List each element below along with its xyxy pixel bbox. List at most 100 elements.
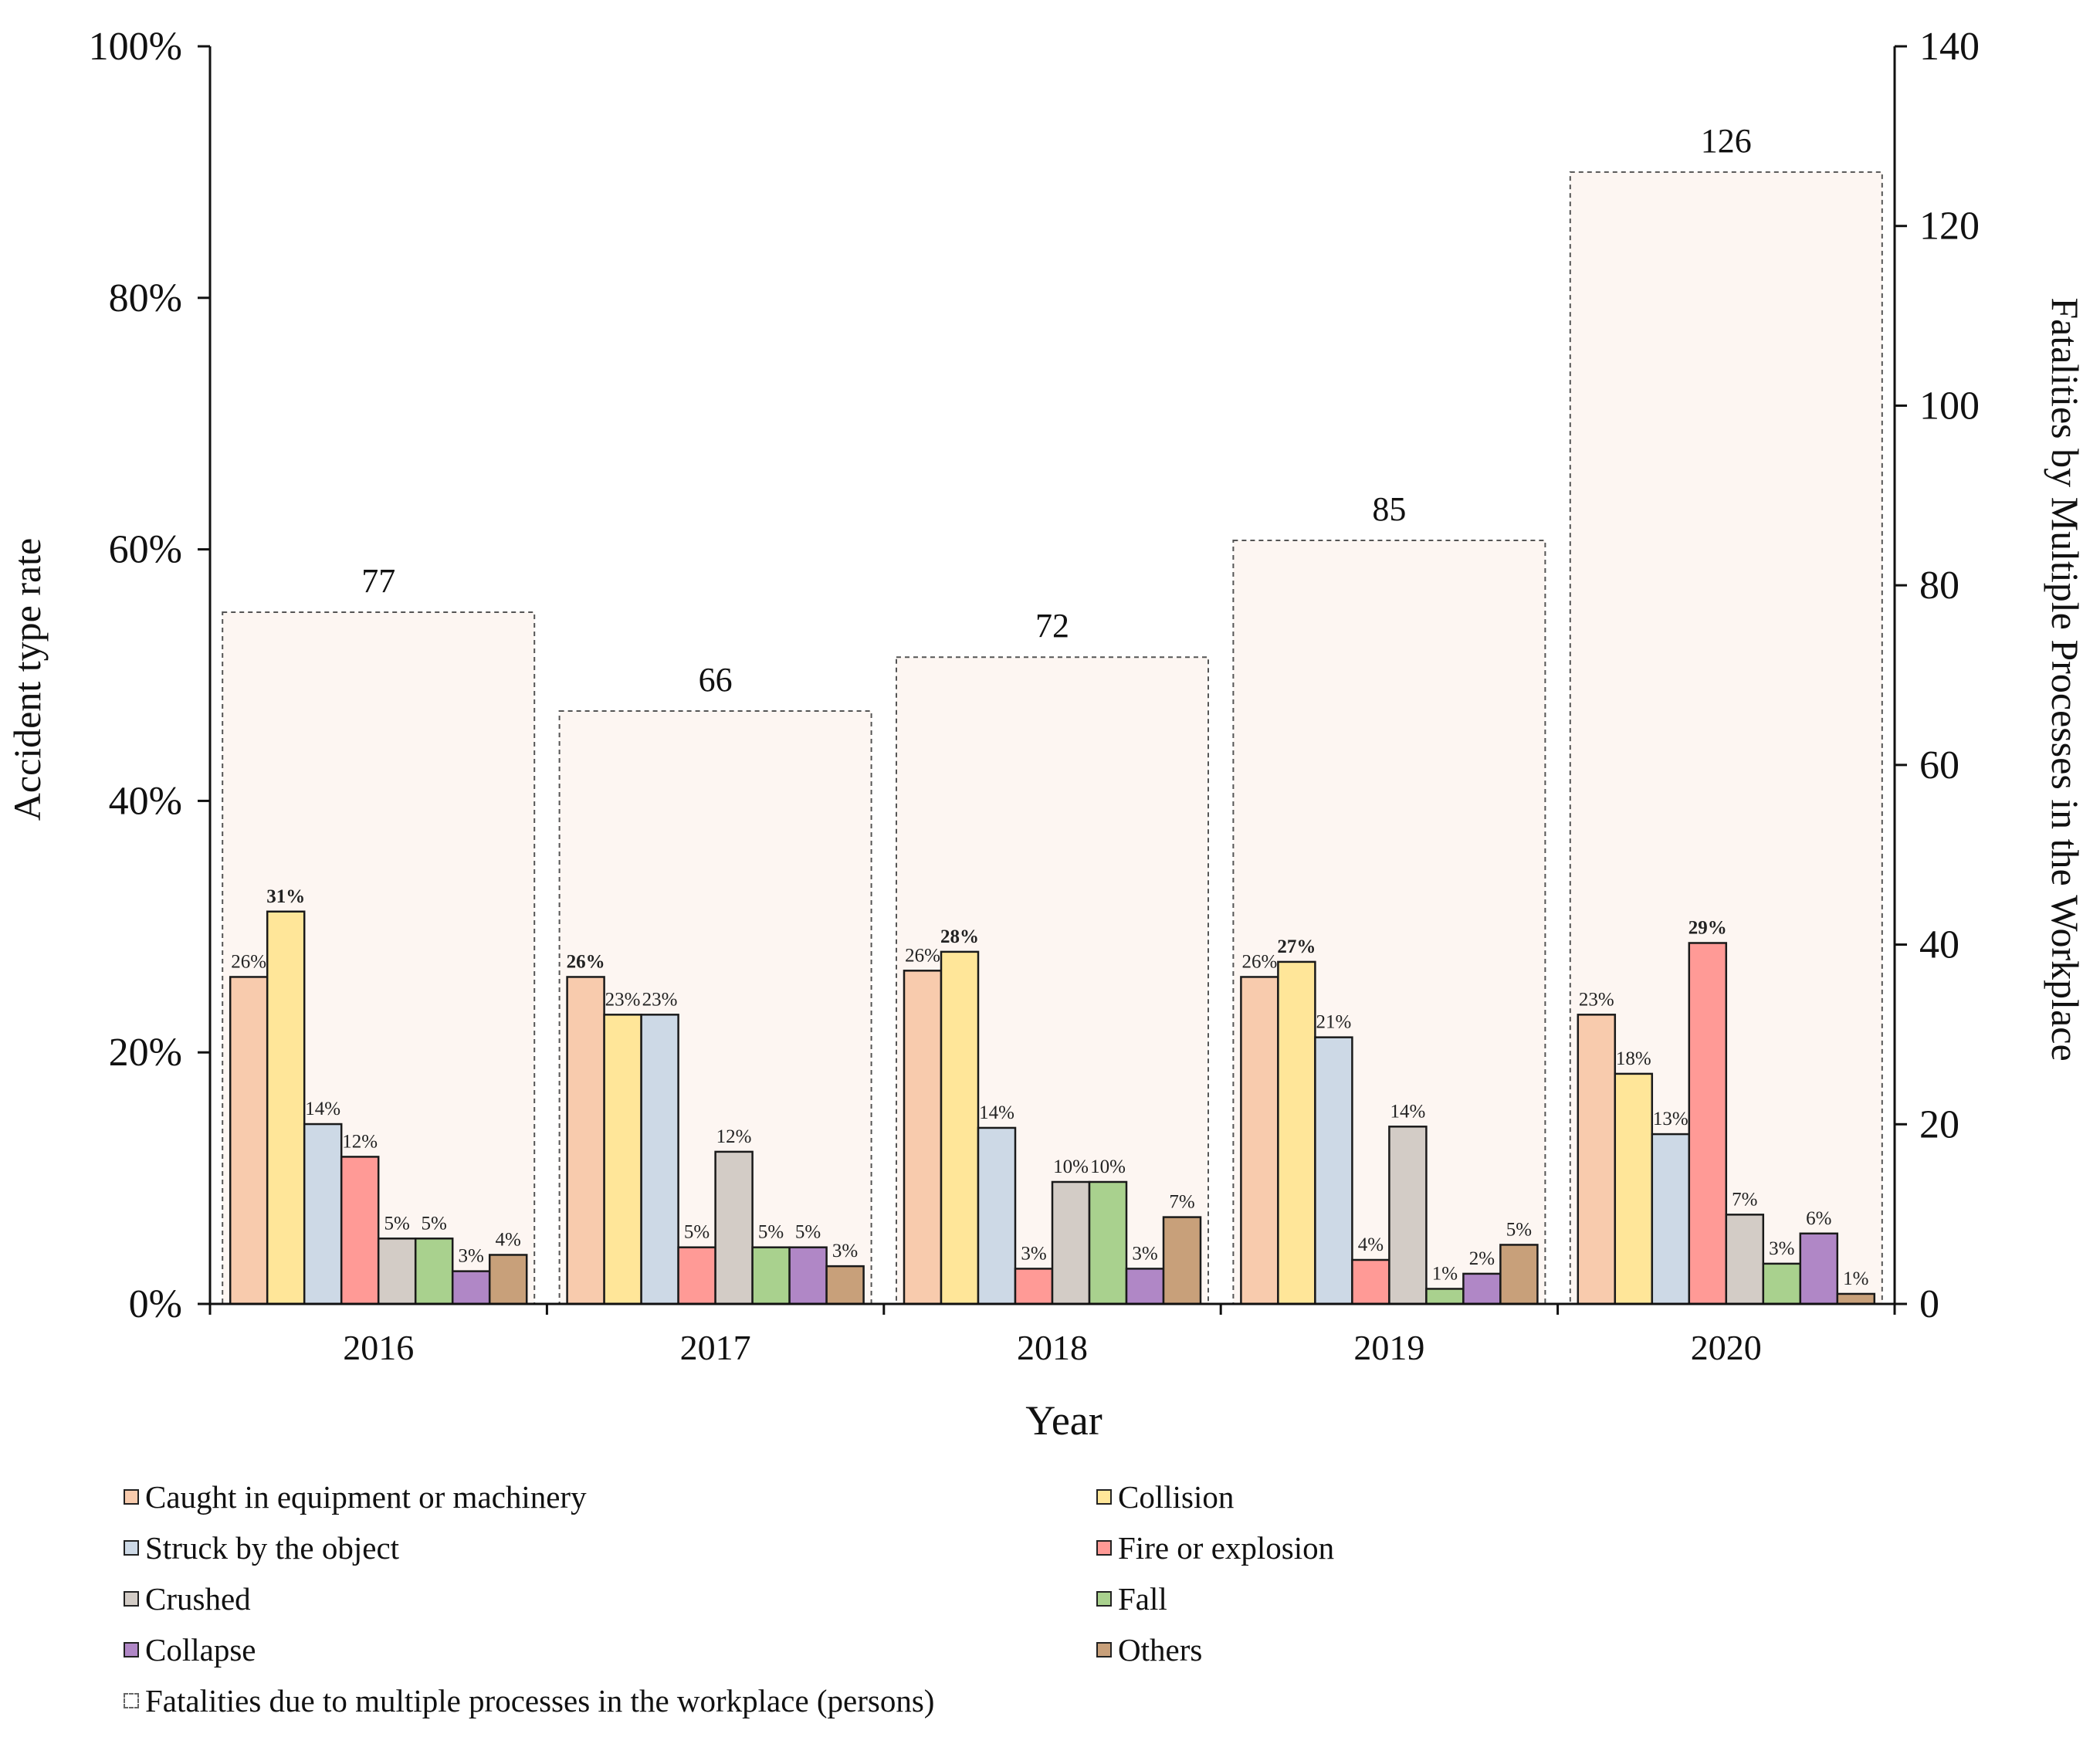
bar-value-label: 3% [459, 1246, 484, 1267]
bar-value-label: 5% [758, 1222, 784, 1243]
bar [230, 977, 267, 1304]
bar [267, 912, 304, 1304]
legend-label: Fire or explosion [1118, 1529, 1334, 1566]
bar-value-label: 1% [1843, 1268, 1868, 1289]
bar [567, 977, 605, 1304]
bar [1578, 1014, 1615, 1304]
y-tick-label: 20% [109, 1031, 182, 1075]
bar [304, 1124, 341, 1304]
bar [605, 1014, 642, 1304]
bar-value-label: 28% [940, 926, 979, 947]
bar [1163, 1217, 1201, 1304]
bar [1800, 1234, 1838, 1304]
bar-value-label: 29% [1688, 917, 1727, 938]
bar [1015, 1268, 1052, 1304]
bar-value-label: 14% [1390, 1101, 1425, 1122]
bar [642, 1014, 679, 1304]
bar-value-label: 1% [1432, 1263, 1458, 1284]
bar-value-label: 31% [266, 886, 305, 907]
y-tick-label: 80% [109, 276, 182, 320]
bar [827, 1266, 864, 1304]
legend-swatch [124, 1540, 139, 1556]
legend-label: Struck by the object [145, 1529, 399, 1566]
bar [1838, 1294, 1875, 1304]
legend-swatch [124, 1489, 139, 1505]
bar [978, 1128, 1015, 1304]
bar [378, 1238, 415, 1304]
fatality-label: 72 [1035, 607, 1069, 645]
y-tick-label: 0% [129, 1282, 182, 1326]
bar-value-label: 5% [422, 1213, 447, 1234]
fatality-label: 85 [1372, 490, 1406, 528]
legend-label: Collapse [145, 1631, 256, 1668]
bar [415, 1238, 452, 1304]
bar-value-label: 4% [496, 1229, 521, 1250]
x-tick-label: 2017 [680, 1328, 751, 1367]
bar-value-label: 26% [231, 951, 266, 972]
bar [1389, 1126, 1426, 1304]
fatality-label: 77 [361, 562, 395, 600]
fatality-label: 126 [1701, 122, 1752, 160]
legend-label: Crushed [145, 1580, 251, 1617]
legend-swatch [1096, 1489, 1112, 1505]
bar-value-label: 3% [1132, 1243, 1157, 1264]
bar-value-label: 23% [642, 989, 678, 1010]
bar-value-label: 7% [1169, 1192, 1194, 1213]
bar [1463, 1274, 1500, 1304]
bar [452, 1271, 489, 1304]
bar [1315, 1038, 1352, 1304]
x-tick-label: 2018 [1017, 1328, 1088, 1367]
bar-value-label: 23% [1579, 989, 1614, 1010]
legend-item: Struck by the object [124, 1529, 399, 1566]
bar-value-label: 23% [605, 989, 641, 1010]
bar-value-label: 13% [1653, 1109, 1688, 1129]
bar [1426, 1288, 1463, 1304]
legend-item: Collapse [124, 1631, 256, 1668]
y-axis-title: Accident type rate [5, 538, 49, 821]
y2-axis-title: Fatalities by Multiple Processes in the … [2044, 297, 2087, 1061]
bar-value-label: 4% [1358, 1234, 1384, 1255]
bar [341, 1156, 378, 1304]
legend-swatch [1096, 1591, 1112, 1607]
x-axis-title: Year [1025, 1397, 1102, 1444]
bar [1615, 1074, 1652, 1304]
bar-value-label: 14% [979, 1102, 1014, 1123]
x-tick-label: 2016 [343, 1328, 414, 1367]
legend-label: Collision [1118, 1478, 1234, 1515]
legend-swatch [1096, 1540, 1112, 1556]
legend-item: Crushed [124, 1580, 251, 1617]
bar-value-label: 12% [716, 1126, 752, 1147]
bar-value-label: 26% [1241, 951, 1277, 972]
bar-value-label: 5% [1506, 1219, 1532, 1240]
legend-swatch [1096, 1642, 1112, 1657]
bar [716, 1152, 753, 1304]
legend-item: Fatalities due to multiple processes in … [124, 1682, 934, 1719]
y-tick-label: 60% [109, 528, 182, 572]
bar [1126, 1268, 1163, 1304]
bar-value-label: 12% [342, 1131, 378, 1152]
legend-swatch [124, 1591, 139, 1607]
bar [904, 970, 941, 1304]
bar-value-label: 7% [1732, 1189, 1757, 1210]
bar [1352, 1260, 1389, 1304]
bar-value-label: 2% [1469, 1248, 1495, 1269]
bar-value-label: 5% [384, 1213, 410, 1234]
bar [1726, 1214, 1763, 1304]
legend-label: Fatalities due to multiple processes in … [145, 1682, 934, 1719]
bar-value-label: 10% [1090, 1156, 1126, 1177]
bar [1278, 962, 1315, 1304]
x-tick-label: 2020 [1691, 1328, 1762, 1367]
y2-tick-label: 60 [1919, 743, 1959, 787]
legend-label: Caught in equipment or machinery [145, 1478, 587, 1515]
y2-tick-label: 80 [1919, 564, 1959, 608]
bar [1652, 1134, 1689, 1304]
bar [753, 1248, 790, 1304]
bar [941, 952, 978, 1304]
legend-item: Fall [1096, 1580, 1167, 1617]
bar [1500, 1244, 1537, 1304]
bar [489, 1255, 527, 1304]
bar-value-label: 10% [1053, 1156, 1089, 1177]
legend-item: Others [1096, 1631, 1202, 1668]
y2-tick-label: 40 [1919, 923, 1959, 967]
bar [679, 1248, 716, 1304]
